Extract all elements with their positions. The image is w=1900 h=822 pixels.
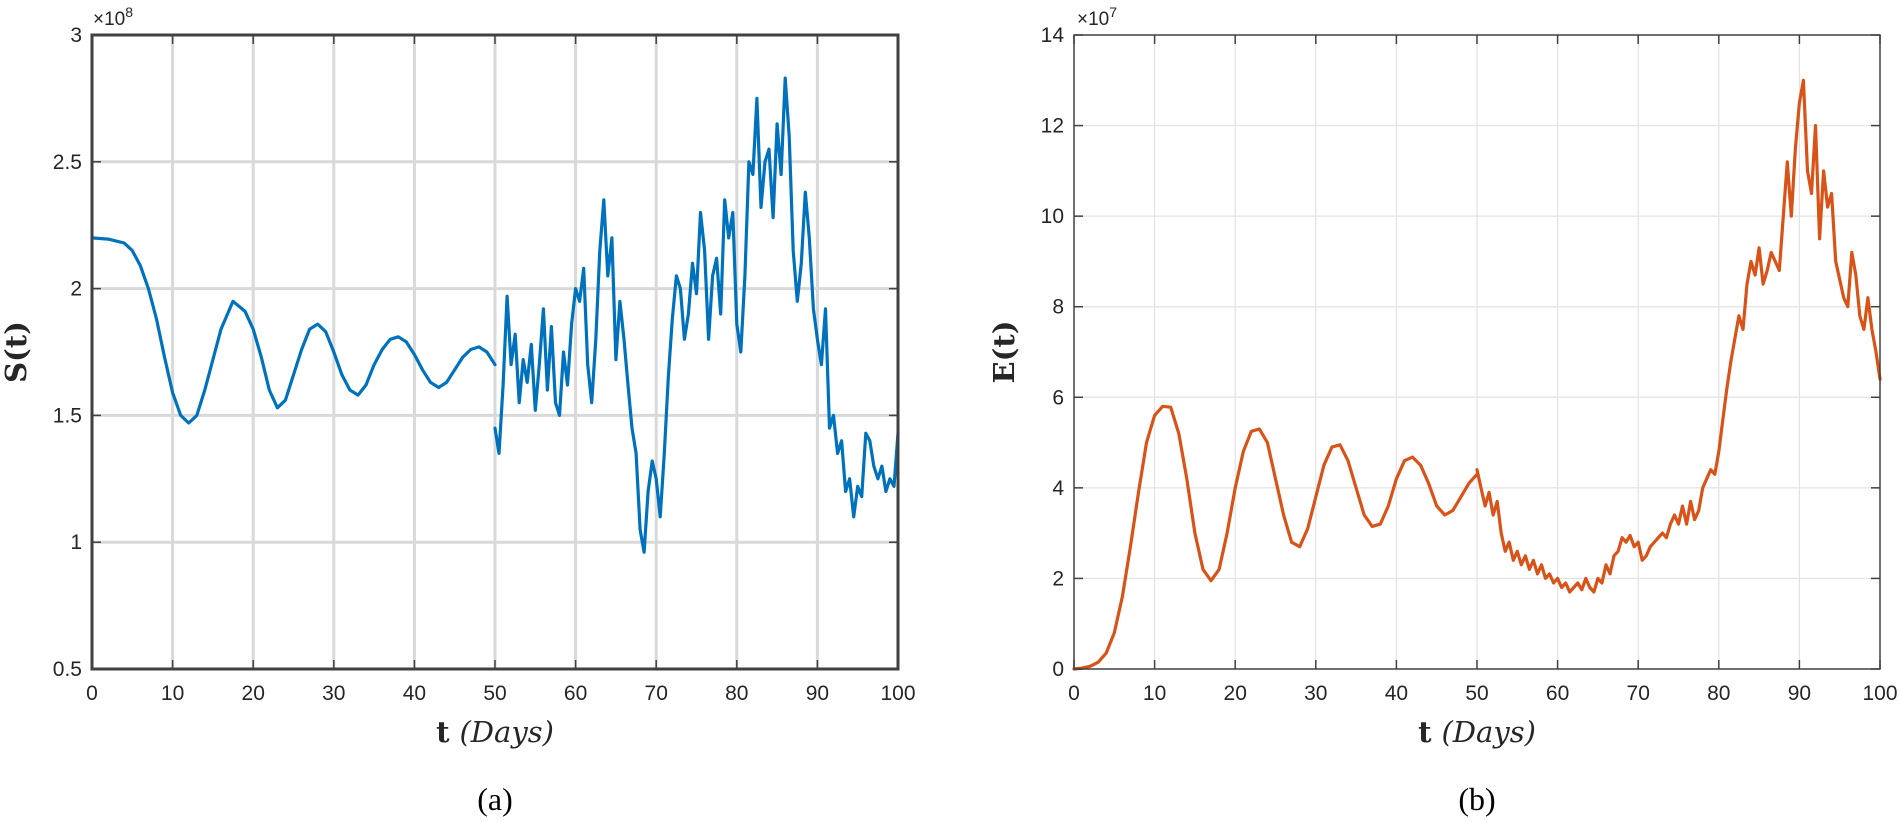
y-tick-label: 14	[1041, 24, 1065, 47]
panel-b-axes-frame	[1073, 34, 1881, 670]
x-tick-label: 10	[1143, 682, 1166, 705]
series-line-deterministic	[90, 236, 497, 425]
panel-b-caption: (b)	[1458, 781, 1495, 817]
panel-b-gridlines	[1074, 35, 1880, 669]
series-line-deterministic	[1072, 404, 1479, 671]
panel-a-exponent-base: ×10	[93, 9, 125, 30]
y-tick-label: 4	[1052, 477, 1064, 500]
x-tick-label: 20	[1224, 682, 1247, 705]
y-tick-label: 10	[1041, 205, 1064, 228]
x-tick-label: 70	[1627, 682, 1650, 705]
y-tick-label: 1	[70, 531, 82, 554]
x-tick-label: 50	[1465, 682, 1488, 705]
x-tick-label: 100	[880, 682, 915, 705]
panel-a-caption: (a)	[477, 781, 513, 817]
panel-b-tick-labels: 0 10 20 30 40 50 60 70 80 90 100 0 2 4 6 8 10 12 14	[1041, 24, 1898, 705]
x-tick-label: 30	[1304, 682, 1327, 705]
panel-a-axes-frame	[90, 33, 900, 671]
x-tick-label: 80	[1707, 682, 1730, 705]
y-tick-label: 1.5	[53, 404, 82, 427]
panel-a-y-axis-label: S(t)	[0, 321, 33, 383]
panel-a-x-label-unit: (Days)	[459, 715, 553, 749]
panel-a-exponent: ×108	[93, 4, 133, 30]
y-tick-label: 2.5	[53, 151, 82, 174]
series-line-stochastic	[493, 76, 900, 554]
y-tick-label: 2	[70, 278, 82, 301]
panel-b-x-label-unit: (Days)	[1441, 715, 1535, 749]
x-tick-label: 70	[645, 682, 668, 705]
x-tick-label: 80	[725, 682, 748, 705]
panel-a-series	[90, 76, 900, 554]
x-tick-label: 0	[1068, 682, 1080, 705]
y-tick-label: 12	[1041, 115, 1064, 138]
panel-b-exponent-base: ×10	[1077, 9, 1109, 30]
x-tick-label: 100	[1862, 682, 1897, 705]
y-tick-label: 3	[70, 24, 82, 47]
panel-b-series	[1072, 78, 1882, 671]
y-tick-label: 2	[1052, 567, 1064, 590]
panel-a-x-axis-label: t (Days)	[436, 715, 554, 749]
panel-b-y-axis-label: E(t)	[987, 321, 1021, 384]
x-tick-label: 90	[806, 682, 829, 705]
panel-a-x-label-var: t	[436, 715, 450, 749]
panel-b-exponent: ×107	[1077, 4, 1117, 30]
x-tick-label: 20	[242, 682, 265, 705]
panel-a-tick-labels: 0 10 20 30 40 50 60 70 80 90 100 0.5 1 1.5 2 2.5 3	[53, 24, 916, 705]
series-line-stochastic	[1475, 78, 1882, 594]
x-tick-label: 0	[86, 682, 98, 705]
x-tick-label: 90	[1788, 682, 1811, 705]
x-tick-label: 60	[564, 682, 587, 705]
x-tick-label: 10	[161, 682, 184, 705]
panel-b-exponent-power: 7	[1109, 4, 1117, 20]
y-tick-label: 8	[1052, 296, 1064, 319]
panel-a-exponent-power: 8	[125, 4, 133, 20]
x-tick-label: 40	[1385, 682, 1408, 705]
panel-b-chart: 0 10 20 30 40 50 60 70 80 90 100 0 2 4 6 8 10 12 14 ×107 t…	[987, 4, 1898, 817]
x-tick-label: 30	[322, 682, 345, 705]
y-tick-label: 0.5	[53, 658, 82, 681]
x-tick-label: 60	[1546, 682, 1569, 705]
x-tick-label: 40	[403, 682, 426, 705]
y-tick-label: 0	[1052, 658, 1064, 681]
panel-b-x-axis-label: t (Days)	[1418, 715, 1536, 749]
y-tick-label: 6	[1052, 386, 1064, 409]
x-tick-label: 50	[483, 682, 506, 705]
panel-b-x-label-var: t	[1418, 715, 1432, 749]
